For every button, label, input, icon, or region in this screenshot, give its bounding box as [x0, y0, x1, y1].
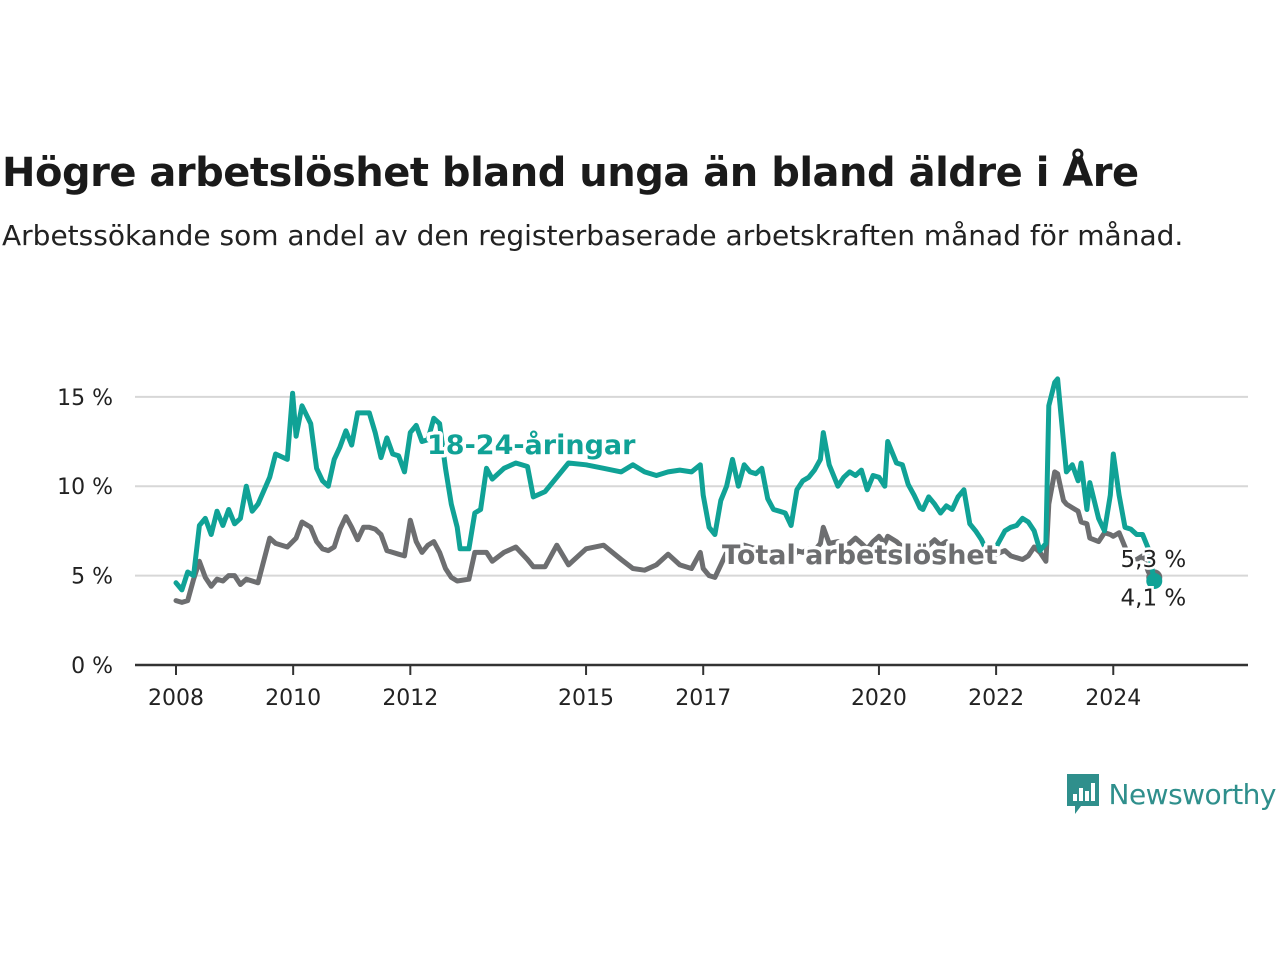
series-labels: 18-24-åringar Total arbetslöshet 5,3 % 4,1 … — [424, 426, 1189, 614]
chart-title: Högre arbetslöshet bland unga än bland ä… — [2, 150, 1139, 196]
gridlines — [135, 395, 1248, 577]
end-label-18-24: 5,3 % — [1121, 547, 1187, 573]
axes: 0 % 5 % 10 % 15 % 2008 2010 2012 2015 2017 2020 20… — [57, 386, 1248, 711]
series-lines — [173, 376, 1163, 605]
y-tick-label: 5 % — [71, 565, 113, 590]
chart-subtitle: Arbetssökande som andel av den registerb… — [2, 219, 1184, 252]
x-tick-label: 2017 — [675, 686, 731, 711]
series-line-18-24 — [173, 376, 1157, 593]
brand-name: Newsworthy — [1108, 777, 1277, 811]
bar-chart-speech-icon — [1066, 774, 1099, 814]
end-point-18-24 — [1146, 572, 1163, 589]
series-line-total — [173, 469, 1157, 605]
x-tick-label: 2024 — [1085, 686, 1141, 711]
brand-logo: Newsworthy — [1065, 772, 1277, 816]
x-tick-label: 2010 — [265, 686, 321, 711]
series-label-18-24: 18-24-åringar — [427, 429, 636, 461]
y-tick-label: 0 % — [71, 654, 113, 679]
y-tick-label: 15 % — [57, 386, 113, 411]
x-tick-label: 2022 — [968, 686, 1024, 711]
x-tick-label: 2008 — [148, 686, 204, 711]
end-label-total: 4,1 % — [1121, 585, 1187, 611]
series-label-total: Total arbetslöshet — [722, 540, 998, 571]
x-tick-label: 2020 — [851, 686, 907, 711]
x-tick-label: 2012 — [382, 686, 438, 711]
y-tick-label: 10 % — [57, 475, 113, 500]
x-tick-label: 2015 — [558, 686, 614, 711]
